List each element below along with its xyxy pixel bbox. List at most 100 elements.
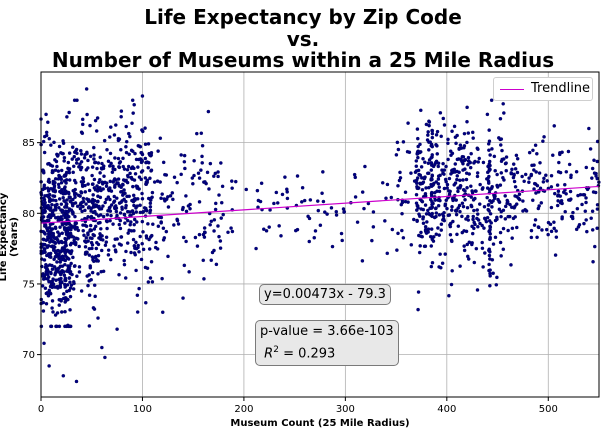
data-point [119, 235, 123, 239]
data-point [212, 229, 216, 233]
data-point [118, 160, 123, 164]
data-point [549, 185, 554, 189]
data-point [52, 194, 57, 198]
data-point [206, 109, 211, 114]
data-point [457, 147, 461, 151]
data-point [488, 167, 492, 172]
data-point [208, 161, 213, 166]
data-point [460, 201, 465, 206]
data-point [421, 221, 426, 226]
data-point [101, 187, 105, 191]
data-point [456, 224, 461, 228]
data-point [471, 217, 475, 222]
data-point [363, 164, 367, 169]
data-point [96, 272, 100, 276]
data-point [156, 149, 160, 153]
data-point [419, 165, 424, 169]
data-point [216, 174, 220, 179]
data-point [385, 251, 390, 256]
data-point [66, 160, 71, 165]
data-point [91, 182, 95, 186]
data-point [216, 170, 220, 174]
data-point [488, 153, 492, 157]
data-point [140, 158, 144, 163]
data-point [551, 153, 555, 157]
data-point [56, 239, 60, 244]
data-point [76, 237, 80, 241]
data-point [171, 197, 175, 202]
data-point [218, 239, 223, 243]
data-point [93, 210, 97, 214]
data-point [67, 168, 71, 172]
data-point [416, 136, 420, 141]
data-point [130, 98, 135, 103]
data-point [43, 203, 47, 208]
data-point [57, 232, 62, 236]
data-point [514, 153, 519, 158]
data-point [440, 212, 445, 216]
data-point [426, 208, 430, 213]
x-tick-label: 500 [539, 404, 558, 415]
data-point [401, 236, 406, 240]
data-point [88, 223, 93, 228]
data-point [150, 190, 155, 195]
data-point [56, 182, 61, 187]
data-point [490, 147, 494, 151]
data-point [133, 172, 138, 176]
data-point [94, 129, 99, 133]
data-point [426, 133, 430, 137]
data-point [132, 222, 136, 227]
data-point [523, 172, 528, 177]
data-point [172, 223, 176, 227]
data-point [406, 121, 410, 125]
data-point [478, 221, 482, 226]
data-point [320, 191, 324, 195]
data-point [390, 227, 395, 232]
data-point [529, 228, 534, 233]
data-point [160, 192, 164, 196]
data-point [535, 152, 539, 156]
data-point [88, 123, 92, 128]
data-point [205, 170, 210, 175]
data-point [95, 189, 100, 193]
data-point [414, 159, 419, 163]
data-point [485, 195, 489, 200]
data-point [312, 235, 317, 240]
data-point [74, 221, 79, 226]
data-point [334, 209, 339, 214]
data-point [480, 246, 485, 251]
x-tick-label: 0 [38, 404, 44, 415]
data-point [115, 327, 119, 331]
data-point [63, 205, 67, 209]
data-point [48, 207, 52, 212]
data-point [484, 219, 489, 224]
data-point [488, 237, 492, 241]
data-point [380, 181, 385, 185]
data-point [449, 208, 454, 212]
data-point [41, 139, 46, 144]
data-point [591, 260, 595, 264]
data-point [118, 211, 123, 215]
data-point [396, 231, 400, 236]
data-point [88, 265, 93, 270]
data-point [417, 233, 421, 238]
data-point [542, 176, 546, 181]
data-point [85, 151, 89, 156]
data-point [400, 228, 404, 233]
data-point [127, 152, 131, 157]
data-point [218, 246, 223, 250]
data-point [498, 183, 503, 187]
data-point [47, 288, 52, 293]
data-point [46, 294, 51, 298]
data-point [78, 206, 83, 211]
data-point [401, 140, 406, 144]
data-point [72, 178, 77, 183]
data-point [67, 151, 72, 155]
data-point [220, 184, 225, 189]
data-point [557, 160, 561, 165]
data-point [87, 324, 92, 328]
data-point [514, 202, 519, 206]
data-point [50, 285, 55, 290]
data-point [416, 155, 420, 160]
data-point [95, 184, 99, 188]
